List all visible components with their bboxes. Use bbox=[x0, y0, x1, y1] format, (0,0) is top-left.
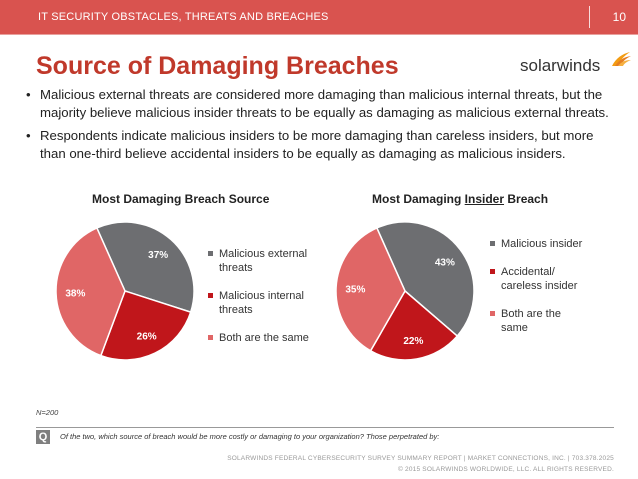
pie-chart-insider-breach: 43% 22% 35% bbox=[335, 221, 475, 361]
header-underline bbox=[0, 34, 638, 35]
bullet-item: • Malicious external threats are conside… bbox=[24, 86, 614, 121]
chart1-title: Most Damaging Breach Source bbox=[92, 192, 270, 206]
chart2-slice-1 bbox=[375, 221, 475, 338]
legend-label: Malicious internal threats bbox=[219, 290, 304, 316]
bullet-item: • Respondents indicate malicious insider… bbox=[24, 127, 614, 162]
page-title: Source of Damaging Breaches bbox=[36, 52, 399, 80]
chart1-slice-3 bbox=[55, 227, 126, 357]
header-bar: IT SECURITY OBSTACLES, THREATS AND BREAC… bbox=[0, 0, 638, 34]
legend-label: Both are the same bbox=[501, 308, 561, 334]
chart2-title-prefix: Most Damaging bbox=[372, 192, 465, 206]
chart2-slice-3 bbox=[335, 227, 406, 352]
chart2-title: Most Damaging Insider Breach bbox=[372, 192, 548, 206]
chart2-data-label-2: 22% bbox=[403, 336, 423, 347]
chart1-legend: Malicious external threats Malicious int… bbox=[208, 247, 318, 359]
chart2-data-label-3: 35% bbox=[345, 284, 365, 295]
bullet-text: Malicious external threats are considere… bbox=[40, 87, 609, 120]
legend-item: Malicious insider bbox=[490, 237, 590, 251]
bullet-dot: • bbox=[26, 87, 31, 102]
legend-label: Accidental/ careless insider bbox=[501, 266, 578, 292]
legend-swatch bbox=[208, 251, 213, 256]
bullet-text: Respondents indicate malicious insiders … bbox=[40, 128, 594, 161]
logo-text: solarwinds bbox=[520, 56, 601, 75]
chart1-data-label-1: 37% bbox=[148, 250, 168, 261]
chart2-title-underlined: Insider bbox=[464, 192, 505, 206]
chart1-data-label-3: 38% bbox=[65, 289, 85, 300]
footer-report-line: SOLARWINDS FEDERAL CYBERSECURITY SURVEY … bbox=[227, 455, 614, 462]
bullet-dot: • bbox=[26, 128, 31, 143]
footer-copyright: © 2015 SOLARWINDS WORLDWIDE, LLC. ALL RI… bbox=[398, 466, 614, 473]
pie-chart-breach-source: 37% 26% 38% bbox=[55, 221, 195, 361]
section-title: IT SECURITY OBSTACLES, THREATS AND BREAC… bbox=[38, 11, 329, 23]
legend-item: Both are the same bbox=[208, 331, 318, 345]
legend-label: Malicious external threats bbox=[219, 248, 308, 274]
legend-swatch bbox=[490, 311, 495, 316]
legend-swatch bbox=[490, 241, 495, 246]
chart2-data-label-1: 43% bbox=[435, 257, 455, 268]
chart2-slice-2 bbox=[369, 289, 459, 361]
chart1-data-label-2: 26% bbox=[137, 332, 157, 343]
legend-swatch bbox=[208, 335, 213, 340]
legend-label: Malicious insider bbox=[501, 238, 583, 250]
question-rule bbox=[36, 427, 614, 428]
chart1-slice-1 bbox=[95, 221, 195, 314]
chart2-title-suffix: Breach bbox=[504, 192, 549, 206]
legend-item: Accidental/ careless insider bbox=[490, 265, 590, 293]
sample-size-note: N=200 bbox=[36, 408, 59, 417]
bullet-list: • Malicious external threats are conside… bbox=[24, 86, 614, 168]
legend-swatch bbox=[490, 269, 495, 274]
solarwinds-flame-icon bbox=[612, 52, 631, 66]
legend-item: Both are the same bbox=[490, 307, 590, 335]
legend-item: Malicious external threats bbox=[208, 247, 318, 275]
chart1-slice-2 bbox=[99, 290, 192, 361]
legend-label: Both are the same bbox=[219, 332, 309, 344]
solarwinds-logo: solarwinds bbox=[520, 46, 631, 82]
question-badge: Q bbox=[36, 430, 50, 444]
legend-item: Malicious internal threats bbox=[208, 289, 318, 317]
chart2-legend: Malicious insider Accidental/ careless i… bbox=[490, 237, 590, 349]
page-number: 10 bbox=[612, 10, 626, 24]
legend-swatch bbox=[208, 293, 213, 298]
survey-question: Of the two, which source of breach would… bbox=[60, 432, 440, 441]
header-divider bbox=[589, 6, 590, 28]
